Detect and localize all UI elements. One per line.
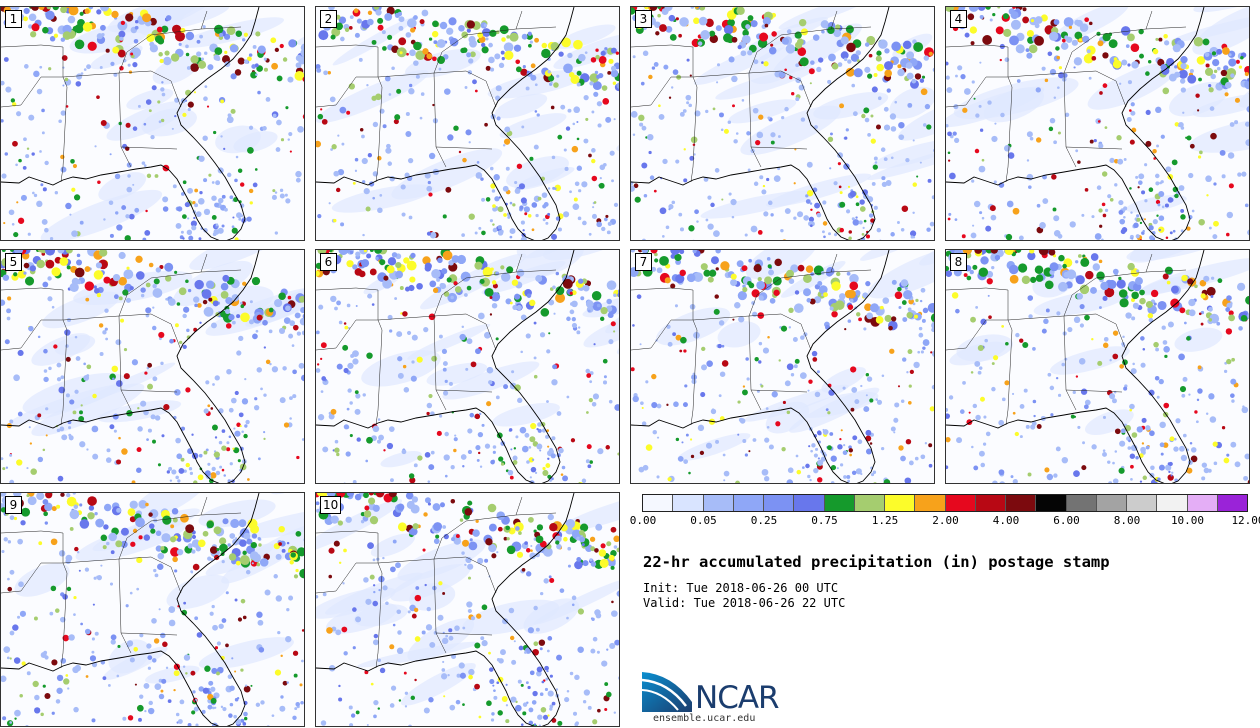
panel-4: 4	[945, 6, 1250, 241]
panel-label: 7	[635, 253, 652, 271]
colorbar-bin	[673, 495, 704, 511]
colorbar-tick-label: 2.00	[932, 514, 959, 527]
panel-label: 8	[950, 253, 967, 271]
panel-10: 10	[315, 492, 620, 727]
site-url: ensemble.ucar.edu	[653, 713, 756, 724]
colorbar-tick-label: 0.00	[629, 514, 657, 527]
colorbar-bin	[945, 495, 976, 511]
colorbar-bin	[1036, 495, 1067, 511]
panel-9: 9	[0, 492, 305, 727]
colorbar-tick-label: 4.00	[992, 514, 1020, 527]
colorbar-bin	[1157, 495, 1188, 511]
colorbar-bin	[854, 495, 885, 511]
logo-text: NCAR	[695, 680, 780, 716]
panel-label: 6	[320, 253, 337, 271]
panel-3: 3	[630, 6, 935, 241]
precipitation-map	[1, 7, 304, 240]
precipitation-map	[946, 7, 1249, 240]
panel-label: 9	[5, 496, 22, 514]
precipitation-colorbar	[642, 494, 1248, 512]
colorbar-bin	[1127, 495, 1158, 511]
panel-5: 5	[0, 249, 305, 484]
colorbar-tick-label: 6.00	[1053, 514, 1080, 527]
colorbar-bin	[1217, 495, 1247, 511]
panel-1: 1	[0, 6, 305, 241]
colorbar-tick-label: 0.25	[750, 514, 778, 527]
colorbar-tick-label: 8.00	[1113, 514, 1141, 527]
colorbar-bin	[643, 495, 674, 511]
colorbar-bin	[824, 495, 855, 511]
colorbar-bin	[703, 495, 734, 511]
panel-2: 2	[315, 6, 620, 241]
colorbar-bin	[794, 495, 825, 511]
colorbar-bin	[885, 495, 916, 511]
init-time: Init: Tue 2018-06-26 00 UTC	[643, 581, 839, 595]
panel-label: 1	[5, 10, 22, 28]
panel-8: 8	[945, 249, 1250, 484]
colorbar-tick-label: 10.00	[1170, 514, 1205, 527]
colorbar-bin	[975, 495, 1006, 511]
ncar-logo-icon	[642, 672, 692, 712]
colorbar-bin	[1096, 495, 1127, 511]
colorbar-bin	[764, 495, 795, 511]
precipitation-map	[946, 250, 1249, 483]
precipitation-map	[1, 250, 304, 483]
panel-7: 7	[630, 249, 935, 484]
chart-title: 22-hr accumulated precipitation (in) pos…	[643, 553, 1110, 571]
colorbar-bin	[1187, 495, 1218, 511]
colorbar-bin	[1066, 495, 1097, 511]
panel-label: 4	[950, 10, 967, 28]
colorbar-bin	[1006, 495, 1037, 511]
colorbar-bin	[915, 495, 946, 511]
colorbar-tick-label: 0.75	[811, 514, 838, 527]
precipitation-map	[316, 7, 619, 240]
colorbar-tick-label: 12.00	[1231, 514, 1260, 527]
panel-label: 3	[635, 10, 652, 28]
precipitation-map	[631, 250, 934, 483]
precipitation-map	[316, 493, 619, 726]
panel-label: 10	[320, 496, 342, 514]
colorbar-tick-label: 1.25	[871, 514, 899, 527]
colorbar-bin	[733, 495, 764, 511]
panel-label: 5	[5, 253, 22, 271]
panel-6: 6	[315, 249, 620, 484]
colorbar-tick-label: 0.05	[690, 514, 717, 527]
precipitation-map	[1, 493, 304, 726]
panel-label: 2	[320, 10, 337, 28]
precipitation-map	[631, 7, 934, 240]
valid-time: Valid: Tue 2018-06-26 22 UTC	[643, 596, 846, 610]
precipitation-map	[316, 250, 619, 483]
